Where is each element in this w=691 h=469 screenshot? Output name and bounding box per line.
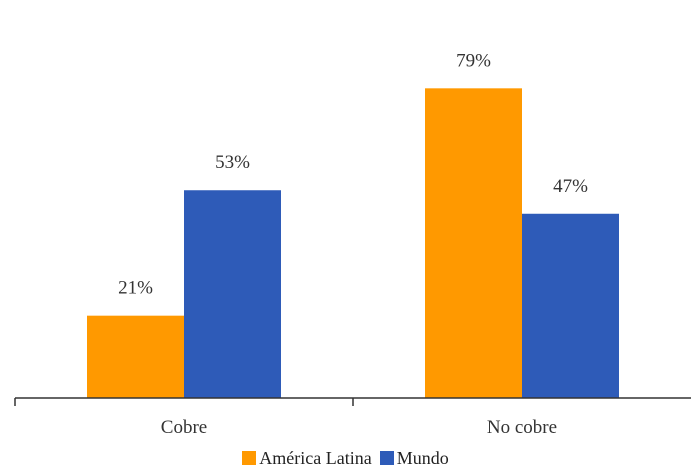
category-labels: Cobre No cobre bbox=[161, 417, 557, 438]
bar-america-latina-1 bbox=[87, 315, 184, 398]
legend-label-mundo: Mundo bbox=[396, 447, 449, 468]
x-axis-ticks bbox=[14, 398, 354, 406]
legend-label-america-latina: América Latina bbox=[259, 447, 372, 468]
category-label: No cobre bbox=[487, 417, 557, 438]
value-labels-layer: 21% 53% 79% 47% bbox=[118, 50, 588, 298]
category-label: Cobre bbox=[161, 417, 207, 438]
value-label-mundo-1: 53% bbox=[215, 152, 250, 173]
value-label-america-latina-2: 79% bbox=[456, 50, 491, 71]
bar-mundo-1 bbox=[184, 190, 281, 398]
bar-mundo-2 bbox=[522, 213, 619, 398]
legend-swatch-mundo bbox=[379, 451, 394, 465]
legend-item-mundo: Mundo bbox=[379, 447, 449, 469]
bar-america-latina-2 bbox=[425, 88, 522, 398]
value-label-mundo-2: 47% bbox=[553, 176, 588, 197]
value-label-america-latina-1: 21% bbox=[118, 278, 153, 299]
legend-item-america-latina: América Latina bbox=[242, 447, 372, 469]
legend: América Latina Mundo bbox=[0, 448, 691, 468]
legend-swatch-america-latina bbox=[242, 451, 257, 465]
bars-layer bbox=[87, 88, 619, 398]
